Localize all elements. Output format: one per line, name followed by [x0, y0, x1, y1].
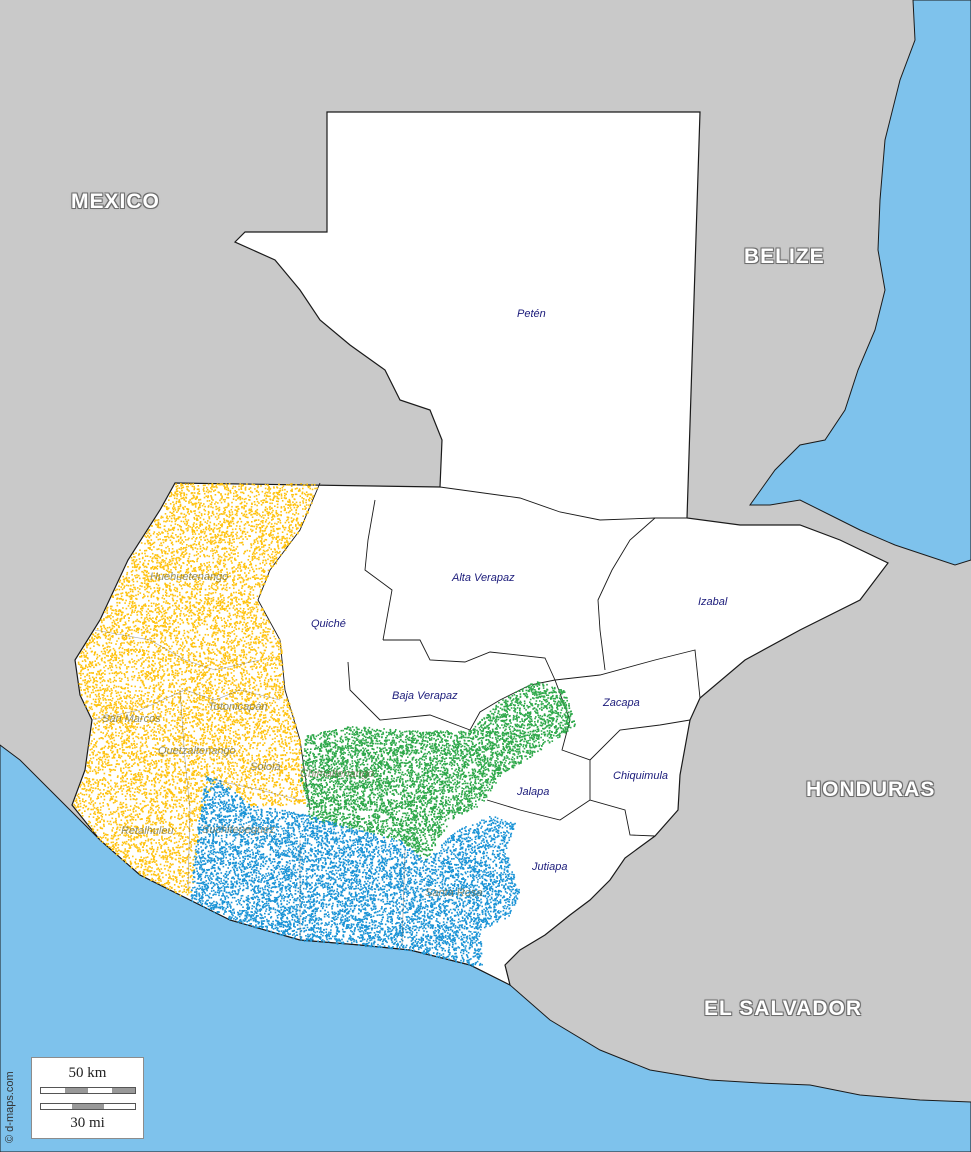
dept-label-quetzaltenango: Quetzaltenango [158, 745, 236, 757]
green-region [300, 681, 576, 861]
dept-label-huehuetenango: Huehuetenango [150, 571, 228, 583]
dept-label-chiquimula: Chiquimula [613, 770, 668, 782]
dept-label-totonicapan: Totonicapán [208, 701, 268, 713]
scale-bar-mi [40, 1103, 136, 1110]
dept-label-jutiapa: Jutiapa [532, 861, 567, 873]
dept-label-jalapa: Jalapa [517, 786, 549, 798]
dept-label-chimaltenango: Chimaltenango [300, 768, 374, 780]
map-credit: © d-maps.com [4, 1071, 16, 1143]
country-label-mexico: MEXICO [71, 190, 160, 214]
dept-label-izabal: Izabal [698, 596, 727, 608]
dept-label-quiche: Quiché [311, 618, 346, 630]
scale-box: 50 km 30 mi [31, 1057, 144, 1139]
caribbean-sea [749, 0, 971, 566]
dept-label-peten: Petén [517, 308, 546, 320]
dept-label-solola: Sololá [250, 761, 281, 773]
dept-label-zacapa: Zacapa [603, 697, 640, 709]
blue-region [190, 775, 520, 967]
yellow-region [73, 483, 318, 897]
country-label-el-salvador: EL SALVADOR [704, 997, 862, 1021]
scale-bar-km [40, 1087, 136, 1094]
scale-km-label: 50 km [32, 1065, 143, 1082]
western-department-borders [91, 629, 406, 946]
guatemala [71, 111, 889, 987]
scale-mi-label: 30 mi [32, 1115, 143, 1132]
dept-label-san-marcos: San Marcos [102, 713, 161, 725]
dept-label-alta-verapaz: Alta Verapaz [452, 572, 515, 584]
country-label-belize: BELIZE [744, 245, 825, 269]
dept-label-retalhuleu: Retalhuleu [121, 825, 174, 837]
dept-label-santa-rosa: Santa Rosa [425, 887, 482, 899]
country-label-honduras: HONDURAS [806, 778, 935, 802]
dept-label-suchitepequez: Suchitepéquez [202, 824, 275, 836]
dept-label-baja-verapaz: Baja Verapaz [392, 690, 458, 702]
